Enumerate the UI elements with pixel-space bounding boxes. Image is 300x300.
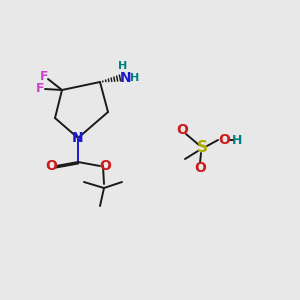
Text: H: H (118, 61, 127, 71)
Text: O: O (194, 161, 206, 175)
Text: H: H (232, 134, 242, 146)
Text: N: N (120, 71, 132, 85)
Text: O: O (176, 123, 188, 137)
Text: O: O (218, 133, 230, 147)
Text: O: O (99, 159, 111, 173)
Text: N: N (72, 131, 84, 145)
Text: F: F (40, 70, 48, 83)
Text: S: S (196, 140, 208, 155)
Text: F: F (36, 82, 44, 95)
Text: H: H (130, 73, 140, 83)
Text: O: O (45, 159, 57, 173)
